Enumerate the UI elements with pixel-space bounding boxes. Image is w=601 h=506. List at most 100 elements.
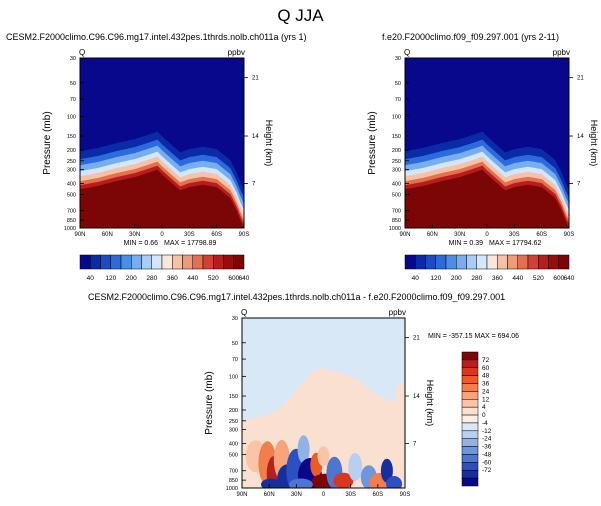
corner-label-left: Q xyxy=(241,308,247,317)
colorbar-box xyxy=(461,375,479,384)
y-tick-label: 400 xyxy=(229,442,238,448)
colorbar-label: 12 xyxy=(482,396,490,403)
colorbar-box xyxy=(466,254,477,270)
y-tick-label: 200 xyxy=(67,148,76,154)
panel-title-right: f.e20.F2000climo.f09_f09.297.001 (yrs 2-… xyxy=(382,32,559,42)
y-tick-label: 500 xyxy=(392,192,401,198)
colorbar-box xyxy=(425,254,436,270)
y-tick-label: 1000 xyxy=(226,486,238,492)
y2-axis-title: Height (km) xyxy=(264,120,274,167)
colorbar-box xyxy=(202,254,214,270)
y-tick-label: 100 xyxy=(229,374,238,380)
colorbar-box xyxy=(461,462,479,471)
corner-label-left: Q xyxy=(79,48,85,57)
y-tick-label: 50 xyxy=(395,81,401,87)
x-tick-label: 90S xyxy=(400,492,411,498)
figure-title: Q JJA xyxy=(277,6,324,25)
colorbar-box xyxy=(461,367,479,376)
field-band xyxy=(405,169,569,228)
colorbar-box xyxy=(507,254,518,270)
y-axis-title: Pressure (mb) xyxy=(204,371,215,434)
x-tick-label: 90N xyxy=(399,232,410,238)
y-tick-label: 1000 xyxy=(389,226,401,232)
y-tick-label: 700 xyxy=(229,469,238,475)
colorbar-box xyxy=(120,254,132,270)
colorbar-box xyxy=(461,430,479,439)
colorbar-label: 280 xyxy=(471,275,482,282)
field-band xyxy=(80,169,244,228)
y-tick-label: 300 xyxy=(67,168,76,174)
y-tick-label: 500 xyxy=(229,452,238,458)
colorbar-right: 40 120 200 280 360 440 520 600 640 xyxy=(404,254,575,282)
y-tick-label: 700 xyxy=(392,209,401,215)
colorbar-box xyxy=(461,477,479,487)
x-tick-label: 30N xyxy=(291,492,302,498)
x-tick-label: 30N xyxy=(129,232,140,238)
x-tick-label: 60S xyxy=(372,492,383,498)
colorbar-box xyxy=(90,254,101,270)
colorbar-label: -72 xyxy=(482,467,492,474)
diff-anomaly xyxy=(386,476,403,488)
colorbar-box xyxy=(461,399,479,408)
x-tick-label: 30S xyxy=(345,492,356,498)
y-tick-label: 150 xyxy=(67,134,76,140)
colorbar-box xyxy=(461,469,479,479)
colorbar-label: 72 xyxy=(482,357,490,364)
plot-area xyxy=(242,318,405,488)
colorbar-box xyxy=(538,254,549,270)
colorbar-end-label: 640 xyxy=(239,275,250,282)
colorbar-box xyxy=(172,254,183,270)
colorbar-label: -48 xyxy=(482,452,492,459)
colorbar-box xyxy=(151,254,163,270)
y2-tick-label: 7 xyxy=(413,442,417,448)
y-tick-label: 100 xyxy=(67,114,76,120)
colorbar-box xyxy=(558,254,570,270)
colorbar-box xyxy=(461,454,479,463)
y-axis-title: Pressure (mb) xyxy=(42,111,53,174)
colorbar-label: 0 xyxy=(482,412,486,419)
y2-tick-label: 7 xyxy=(252,182,256,188)
corner-label-right: ppbv xyxy=(553,48,570,57)
colorbar-label: 440 xyxy=(512,275,523,282)
stats-label: MIN = -357.15 MAX = 694.06 xyxy=(428,333,519,340)
colorbar-label: 120 xyxy=(430,275,441,282)
x-tick-label: 0 xyxy=(160,232,164,238)
x-tick-label: 60S xyxy=(211,232,222,238)
colorbar-box xyxy=(461,446,479,455)
x-tick-label: 30N xyxy=(454,232,465,238)
min-label: MIN = 0.66 xyxy=(124,240,159,247)
colorbar-box xyxy=(461,438,479,447)
colorbar-box xyxy=(445,254,457,270)
diff-anomaly xyxy=(348,453,363,482)
colorbar-label: 4 xyxy=(482,404,486,411)
x-tick-label: 30S xyxy=(509,232,520,238)
x-tick-label: 60N xyxy=(264,492,275,498)
y2-tick-label: 21 xyxy=(577,76,584,82)
colorbar-box xyxy=(233,254,245,270)
colorbar-box xyxy=(486,254,498,270)
diff-anomaly xyxy=(297,435,310,464)
y2-axis-title: Height (km) xyxy=(589,120,599,167)
x-tick-label: 30S xyxy=(184,232,195,238)
y-tick-label: 250 xyxy=(229,419,238,425)
colorbar-left: 40 120 200 280 360 440 520 600 640 xyxy=(79,254,250,282)
y2-tick-label: 14 xyxy=(252,134,259,140)
y-tick-label: 70 xyxy=(232,357,238,363)
colorbar-box xyxy=(131,254,142,270)
y-tick-label: 50 xyxy=(232,341,238,347)
colorbar-box xyxy=(461,391,479,400)
diff-anomaly xyxy=(288,478,313,488)
y-tick-label: 500 xyxy=(67,192,76,198)
x-tick-label: 60S xyxy=(536,232,547,238)
x-tick-label: 90N xyxy=(236,492,247,498)
colorbar-label: -60 xyxy=(482,459,492,466)
y-axis-title: Pressure (mb) xyxy=(367,111,378,174)
plot-area xyxy=(80,58,244,228)
colorbar-box xyxy=(456,254,467,270)
max-label: MAX = 17798.89 xyxy=(164,240,216,247)
corner-label-right: ppbv xyxy=(389,308,406,317)
corner-label-right: ppbv xyxy=(228,48,245,57)
y-tick-label: 400 xyxy=(392,182,401,188)
colorbar-box xyxy=(461,351,479,361)
